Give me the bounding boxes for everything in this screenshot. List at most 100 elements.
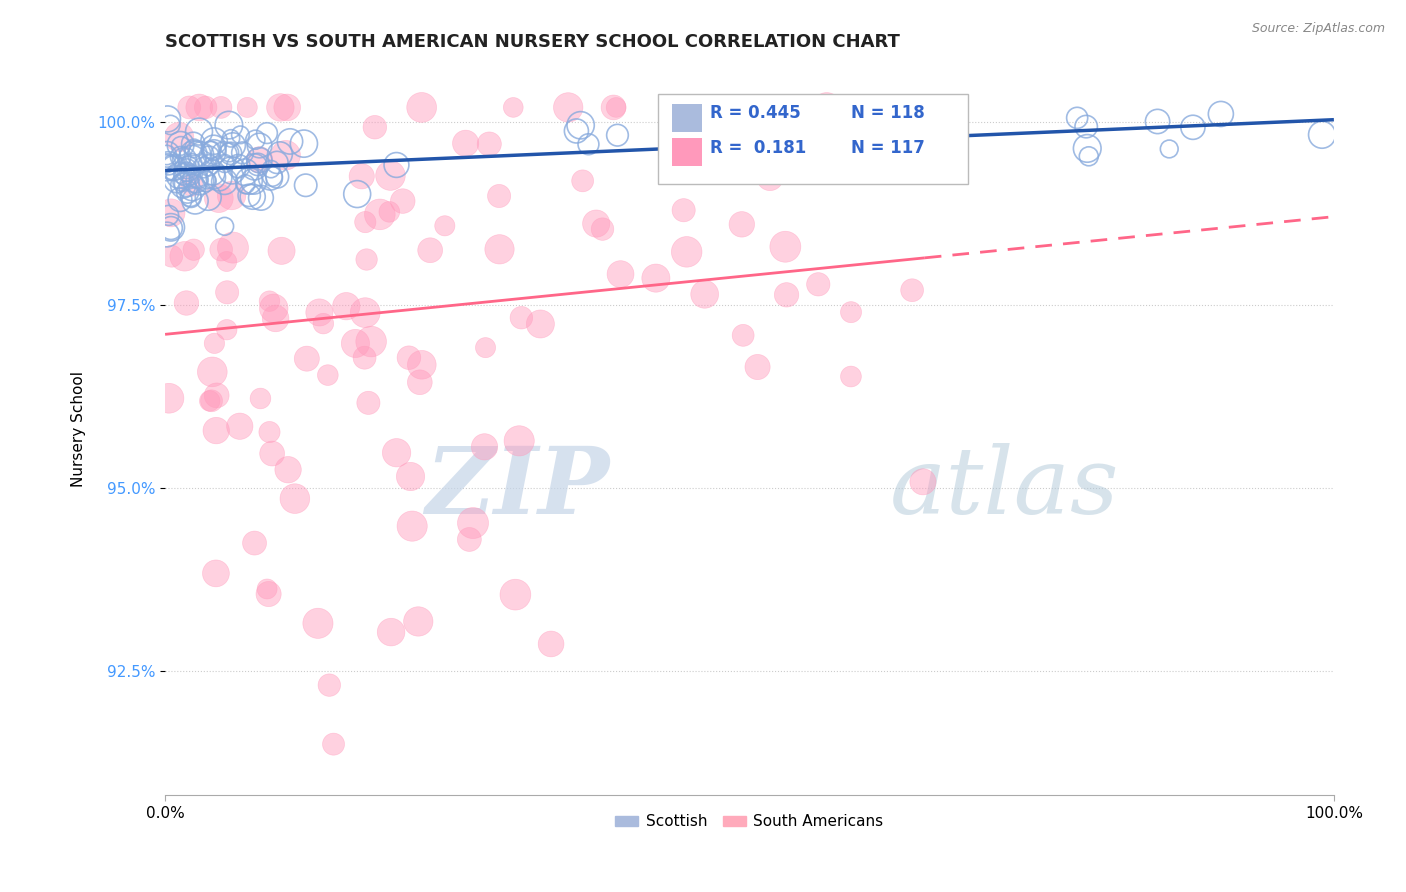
- Point: [231, 145, 253, 160]
- Point: [693, 287, 716, 301]
- Point: [180, 168, 202, 182]
- Text: R = 0.445: R = 0.445: [710, 103, 800, 121]
- Point: [409, 376, 432, 390]
- Point: [350, 169, 373, 184]
- Point: [156, 160, 179, 174]
- Point: [353, 351, 375, 365]
- Point: [401, 519, 423, 533]
- Point: [169, 169, 191, 183]
- Point: [212, 147, 235, 161]
- Point: [181, 180, 204, 194]
- Point: [202, 140, 225, 154]
- Text: R =  0.181: R = 0.181: [710, 138, 806, 157]
- Point: [256, 126, 278, 140]
- Point: [696, 110, 718, 124]
- Point: [841, 137, 863, 152]
- Point: [202, 145, 225, 159]
- Point: [454, 136, 477, 151]
- Point: [804, 145, 827, 160]
- Point: [278, 135, 301, 149]
- Point: [180, 189, 202, 203]
- Point: [180, 157, 202, 171]
- Point: [419, 244, 441, 258]
- Point: [179, 100, 201, 114]
- Point: [229, 128, 252, 142]
- Point: [917, 124, 939, 138]
- Point: [172, 178, 194, 193]
- Point: [308, 305, 330, 319]
- Point: [180, 178, 202, 193]
- Point: [585, 217, 607, 231]
- Point: [170, 139, 193, 153]
- Point: [1181, 120, 1204, 135]
- Point: [208, 171, 231, 186]
- Point: [569, 118, 592, 132]
- Point: [775, 240, 797, 254]
- Text: N = 117: N = 117: [851, 138, 925, 157]
- Point: [233, 165, 256, 179]
- Point: [243, 536, 266, 550]
- Point: [222, 138, 245, 153]
- Point: [904, 125, 927, 139]
- Point: [270, 244, 292, 258]
- Point: [380, 625, 402, 640]
- Point: [184, 194, 207, 208]
- Point: [208, 191, 231, 205]
- Point: [263, 301, 285, 316]
- Point: [162, 161, 184, 175]
- Point: [644, 271, 666, 285]
- Point: [1159, 142, 1181, 156]
- Point: [249, 392, 271, 406]
- Point: [166, 172, 188, 186]
- Text: ZIP: ZIP: [425, 443, 609, 533]
- Point: [478, 136, 501, 151]
- Point: [155, 157, 177, 171]
- FancyBboxPatch shape: [658, 95, 969, 185]
- Point: [276, 100, 298, 114]
- Text: Source: ZipAtlas.com: Source: ZipAtlas.com: [1251, 22, 1385, 36]
- Point: [828, 156, 851, 170]
- Point: [264, 311, 287, 326]
- Point: [398, 351, 420, 365]
- Point: [194, 100, 217, 114]
- Point: [733, 100, 755, 114]
- Point: [578, 137, 600, 152]
- Point: [790, 152, 813, 166]
- Point: [318, 678, 340, 692]
- Point: [200, 393, 222, 408]
- Point: [295, 351, 318, 366]
- Point: [269, 100, 291, 114]
- Point: [385, 446, 408, 460]
- Point: [775, 288, 797, 302]
- Point: [228, 159, 250, 173]
- Point: [269, 147, 291, 161]
- Point: [197, 190, 219, 204]
- Point: [219, 131, 242, 145]
- Point: [292, 136, 315, 151]
- Point: [260, 162, 283, 177]
- Point: [1209, 107, 1232, 121]
- Point: [202, 134, 225, 148]
- Point: [183, 243, 205, 257]
- Point: [173, 167, 195, 181]
- Point: [1077, 149, 1099, 163]
- Point: [229, 419, 252, 434]
- Point: [176, 161, 198, 176]
- Point: [250, 191, 273, 205]
- Point: [187, 172, 209, 186]
- Point: [540, 637, 562, 651]
- Point: [214, 156, 236, 170]
- FancyBboxPatch shape: [672, 103, 702, 132]
- Point: [176, 185, 198, 199]
- Point: [672, 144, 695, 158]
- Point: [474, 341, 496, 355]
- Point: [159, 220, 181, 235]
- Point: [176, 161, 198, 176]
- Point: [172, 175, 194, 189]
- Point: [160, 206, 183, 220]
- Point: [839, 305, 862, 319]
- Point: [195, 173, 218, 187]
- Point: [201, 365, 224, 379]
- Point: [344, 336, 367, 351]
- Point: [215, 254, 238, 268]
